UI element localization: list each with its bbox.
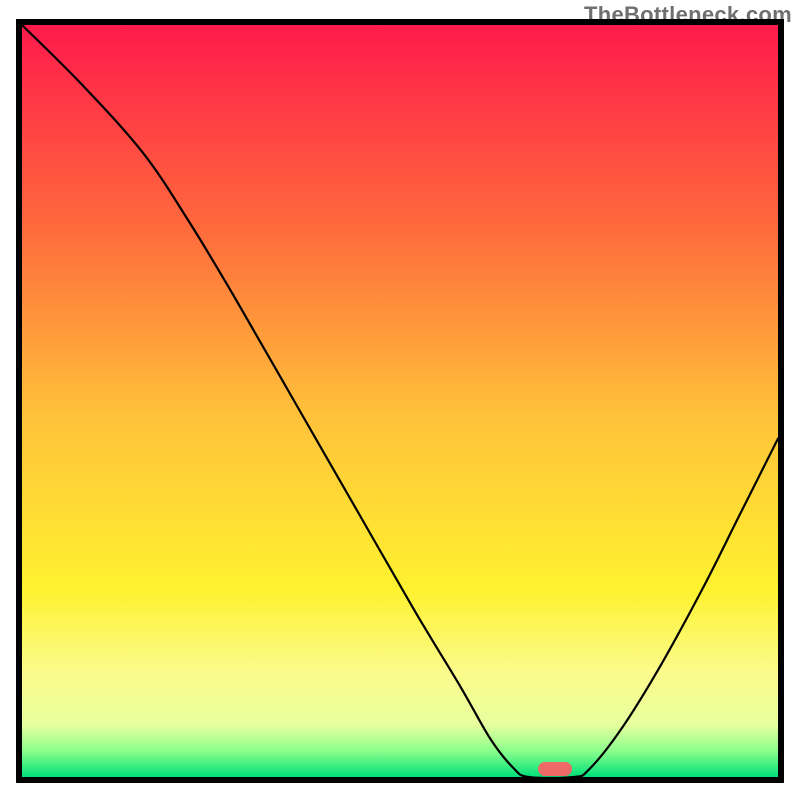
minimum-marker: [538, 762, 572, 776]
plot-area: [22, 25, 778, 777]
bottleneck-curve: [22, 25, 778, 777]
chart-frame: TheBottleneck.com: [0, 0, 800, 800]
